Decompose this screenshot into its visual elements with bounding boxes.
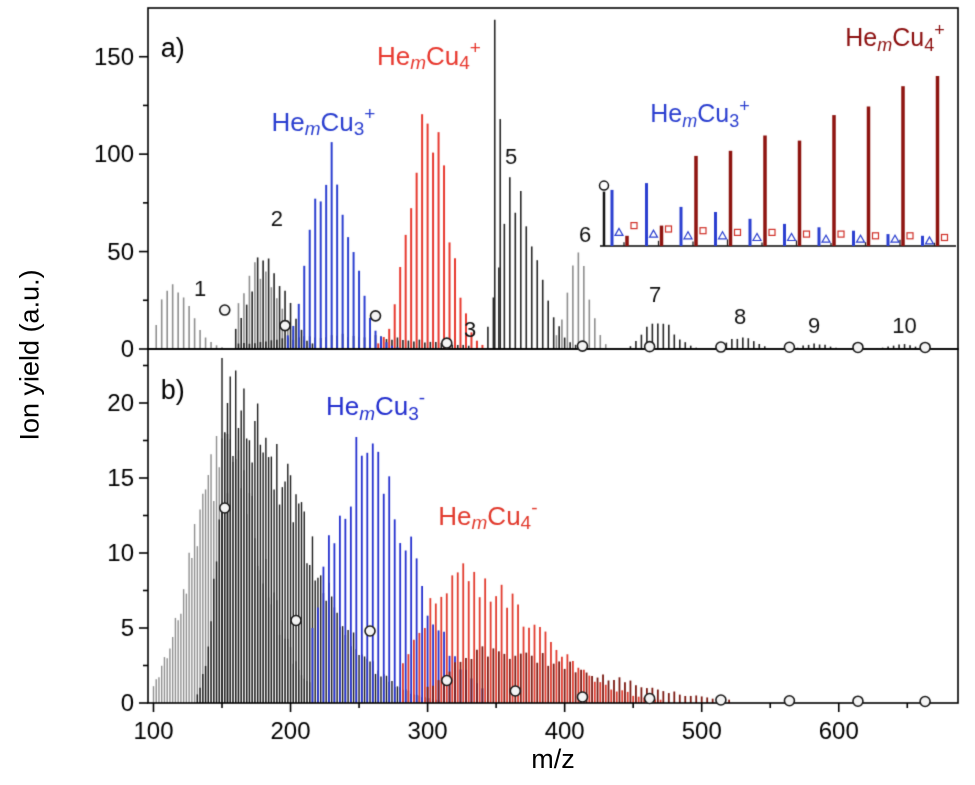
y-axis-title: Ion yield (a.u.): [14, 269, 45, 441]
x-axis-title: m/z: [531, 744, 575, 774]
